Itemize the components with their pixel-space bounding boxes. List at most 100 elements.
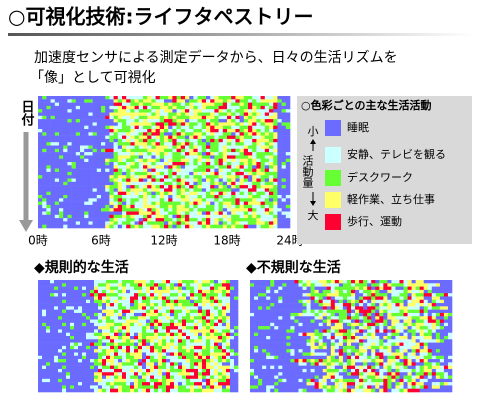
tapestry-cell	[359, 322, 364, 327]
tapestry-cell	[126, 208, 131, 212]
tapestry-cell	[102, 326, 107, 330]
tapestry-cell	[282, 332, 287, 337]
tapestry-cell	[155, 188, 161, 192]
tapestry-cell	[277, 132, 282, 136]
tapestry-cell	[80, 214, 85, 219]
tapestry-cell	[155, 214, 161, 219]
tapestry-cell	[346, 280, 352, 284]
tapestry-cell	[189, 102, 194, 107]
tapestry-cell	[96, 168, 102, 173]
tapestry-cell	[80, 109, 85, 113]
tapestry-cell	[185, 168, 190, 173]
tapestry-cell	[122, 362, 127, 366]
tapestry-cell	[180, 191, 186, 196]
tapestry-cell	[214, 322, 219, 327]
tapestry-cell	[109, 119, 114, 123]
tapestry-cell	[264, 129, 270, 133]
tapestry-cell	[367, 316, 372, 320]
tapestry-cell	[431, 283, 437, 287]
tapestry-cell	[67, 185, 72, 189]
tapestry-cell	[150, 372, 155, 376]
tapestry-cell	[110, 342, 115, 347]
tapestry-cell	[143, 132, 148, 136]
tapestry-cell	[419, 322, 425, 327]
tapestry-cell	[146, 378, 151, 383]
tapestry-cell	[186, 349, 191, 353]
tapestry-cell	[80, 195, 85, 199]
tapestry-cell	[105, 105, 110, 110]
tapestry-cell	[84, 198, 89, 202]
tapestry-cell	[298, 289, 303, 294]
tapestry-cell	[197, 125, 203, 130]
tapestry-cell	[151, 175, 156, 179]
tapestry-cell	[193, 102, 198, 107]
tapestry-cell	[379, 293, 384, 297]
tapestry-cell	[431, 296, 437, 301]
tapestry-cell	[227, 132, 232, 136]
tapestry-cell	[254, 299, 259, 304]
tapestry-cell	[202, 365, 207, 370]
tapestry-cell	[256, 214, 261, 219]
tapestry-cell	[117, 109, 123, 113]
tapestry-cell	[415, 289, 420, 294]
tapestry-cell	[210, 115, 215, 120]
tapestry-cell	[75, 214, 81, 219]
tapestry-cell	[222, 96, 228, 100]
tapestry-cell	[248, 208, 253, 212]
tapestry-cell	[351, 309, 356, 314]
tapestry-cell	[194, 372, 199, 376]
tapestry-cell	[218, 119, 224, 123]
tapestry-cell	[75, 165, 81, 169]
tapestry-cell	[74, 355, 79, 360]
tapestry-cell	[174, 296, 179, 301]
tapestry-cell	[101, 224, 106, 229]
tapestry-cell	[122, 306, 127, 310]
tapestry-cell	[110, 339, 115, 343]
tapestry-cell	[227, 152, 232, 156]
tapestry-cell	[154, 329, 159, 333]
tapestry-cell	[294, 299, 299, 304]
tapestry-cell	[98, 319, 103, 324]
tapestry-cell	[310, 299, 315, 304]
tapestry-cell	[50, 152, 56, 156]
tapestry-cell	[371, 306, 376, 310]
tapestry-cell	[222, 191, 228, 196]
tapestry-cell	[42, 303, 47, 307]
tapestry-cell	[273, 214, 278, 219]
tapestry-cell	[258, 336, 263, 340]
tapestry-cell	[210, 375, 215, 380]
tapestry-cell	[202, 342, 207, 347]
tapestry-cell	[189, 211, 194, 216]
tapestry-cell	[42, 122, 47, 126]
tapestry-cell	[270, 289, 275, 294]
tapestry-cell	[146, 303, 151, 307]
tapestry-cell	[206, 175, 211, 179]
tapestry-cell	[102, 312, 107, 317]
tapestry-cell	[202, 329, 207, 333]
tapestry-cell	[326, 303, 332, 307]
tapestry-cell	[210, 142, 215, 146]
tapestry-cell	[84, 191, 89, 196]
tapestry-cell	[234, 345, 239, 350]
tapestry-cell	[46, 221, 51, 225]
tapestry-cell	[150, 368, 155, 373]
tapestry-cell	[180, 155, 186, 159]
tapestry-cell	[150, 319, 155, 324]
tapestry-cell	[71, 181, 77, 186]
tapestry-cell	[218, 105, 224, 110]
tapestry-cell	[67, 224, 72, 229]
tapestry-cell	[58, 312, 63, 317]
tapestry-cell	[239, 142, 245, 146]
tapestry-cell	[54, 312, 59, 317]
tapestry-cell	[90, 352, 95, 357]
tapestry-cell	[281, 155, 287, 159]
tapestry-cell	[130, 109, 135, 113]
tapestry-cell	[330, 316, 336, 320]
tapestry-cell	[273, 112, 278, 117]
tapestry-cell	[248, 175, 253, 179]
tapestry-cell	[277, 168, 282, 173]
tapestry-cell	[158, 339, 163, 343]
tapestry-cell	[210, 345, 215, 350]
tapestry-cell	[383, 332, 388, 337]
tapestry-cell	[218, 372, 223, 376]
